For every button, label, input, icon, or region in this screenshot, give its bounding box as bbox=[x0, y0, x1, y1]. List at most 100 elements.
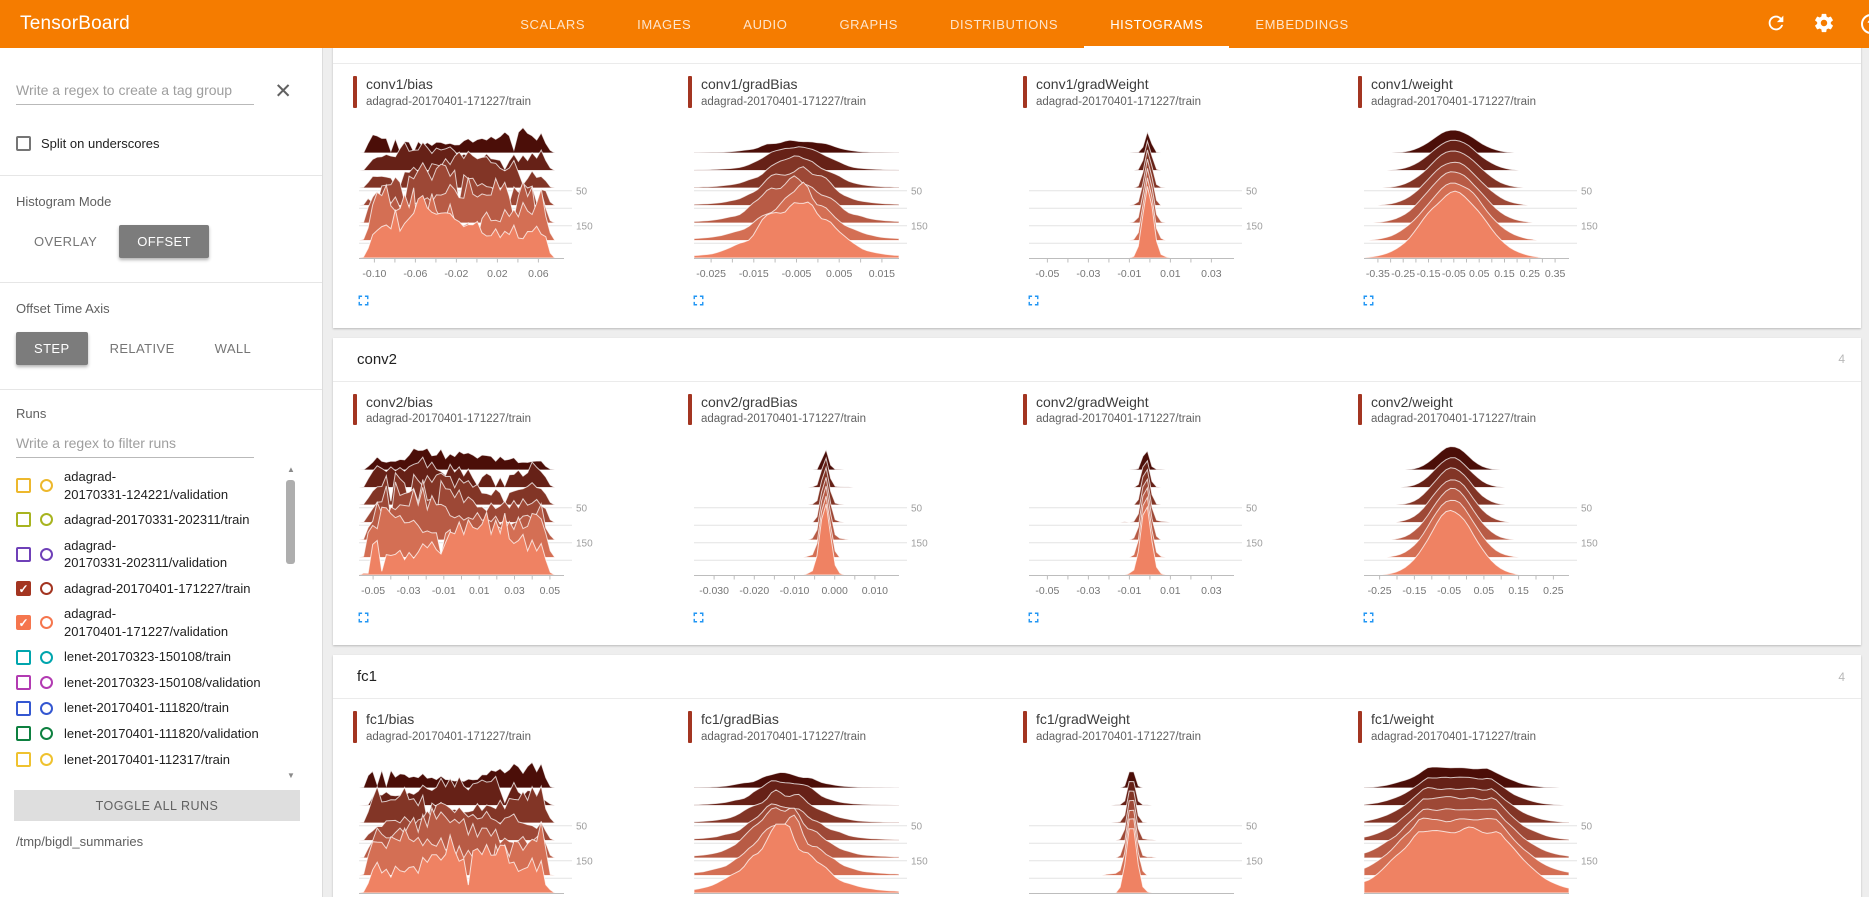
run-checkbox[interactable] bbox=[16, 675, 31, 691]
run-label: lenet-20170323-150108/train bbox=[64, 649, 231, 665]
run-checkbox[interactable] bbox=[16, 700, 31, 716]
step-button[interactable]: STEP bbox=[16, 332, 88, 365]
svg-text:0.15: 0.15 bbox=[1508, 585, 1529, 597]
run-radio[interactable] bbox=[40, 701, 53, 715]
tab-histograms[interactable]: HISTOGRAMS bbox=[1084, 0, 1230, 48]
run-row[interactable]: lenet-20170401-112317/train bbox=[16, 747, 322, 773]
run-checkbox[interactable]: ✓ bbox=[16, 615, 31, 631]
expand-icon[interactable] bbox=[1358, 292, 1378, 312]
run-checkbox[interactable] bbox=[16, 649, 31, 665]
svg-text:0.005: 0.005 bbox=[826, 268, 852, 280]
svg-text:0.000: 0.000 bbox=[822, 585, 848, 597]
histogram-chart: 50 150 bbox=[1363, 766, 1598, 894]
run-radio[interactable] bbox=[40, 582, 53, 595]
offset-button[interactable]: OFFSET bbox=[119, 225, 209, 258]
runs-label: Runs bbox=[16, 406, 47, 421]
overlay-button[interactable]: OVERLAY bbox=[16, 225, 115, 258]
run-row[interactable]: ✓ adagrad- 20170401-171227/validation bbox=[16, 601, 322, 644]
run-label: adagrad- 20170331-124221/validation bbox=[64, 469, 229, 502]
split-on-underscores-checkbox-row[interactable]: Split on underscores bbox=[16, 136, 306, 151]
run-checkbox[interactable] bbox=[16, 478, 31, 494]
run-radio[interactable] bbox=[40, 727, 53, 741]
section-header-conv1[interactable]: conv1 bbox=[333, 48, 1861, 64]
run-row[interactable]: ✓ adagrad-20170401-171227/train bbox=[16, 576, 322, 602]
svg-text:-0.01: -0.01 bbox=[432, 585, 456, 597]
svg-text:-0.015: -0.015 bbox=[739, 268, 769, 280]
run-radio[interactable] bbox=[40, 616, 53, 630]
toggle-all-runs-button[interactable]: TOGGLE ALL RUNS bbox=[14, 790, 300, 821]
wall-button[interactable]: WALL bbox=[197, 332, 270, 365]
svg-text:50: 50 bbox=[911, 503, 923, 514]
settings-icon[interactable] bbox=[1813, 12, 1837, 36]
run-checkbox[interactable] bbox=[16, 512, 31, 528]
run-radio[interactable] bbox=[40, 547, 53, 561]
tab-scalars[interactable]: SCALARS bbox=[520, 16, 586, 32]
svg-text:150: 150 bbox=[911, 856, 928, 867]
histogram-card-conv1-gradBias: conv1/gradBias adagrad-20170401-171227/tr… bbox=[688, 76, 1023, 318]
section-header-fc1[interactable]: fc1 4 bbox=[333, 655, 1861, 699]
svg-text:150: 150 bbox=[1246, 221, 1263, 232]
svg-text:-0.05: -0.05 bbox=[1035, 585, 1059, 597]
expand-icon[interactable] bbox=[688, 609, 708, 629]
tab-graphs[interactable]: GRAPHS bbox=[839, 16, 898, 32]
expand-icon[interactable] bbox=[688, 292, 708, 312]
close-icon[interactable]: ✕ bbox=[274, 80, 292, 103]
histogram-card-conv1-gradWeight: conv1/gradWeight adagrad-20170401-171227/… bbox=[1023, 76, 1358, 318]
chevron-up-icon[interactable]: ▲ bbox=[287, 465, 295, 474]
run-radio[interactable] bbox=[40, 676, 53, 690]
run-radio[interactable] bbox=[40, 650, 53, 664]
tab-audio[interactable]: AUDIO bbox=[743, 16, 788, 32]
svg-text:50: 50 bbox=[1581, 503, 1593, 514]
svg-text:150: 150 bbox=[1581, 856, 1598, 867]
run-radio[interactable] bbox=[40, 479, 53, 493]
svg-text:-0.05: -0.05 bbox=[1035, 268, 1059, 280]
app-header: TensorBoard SCALARS IMAGES AUDIO GRAPHS DIST… bbox=[0, 0, 1869, 48]
divider bbox=[0, 175, 322, 176]
run-radio[interactable] bbox=[40, 752, 53, 766]
relative-button[interactable]: RELATIVE bbox=[92, 332, 193, 365]
expand-icon[interactable] bbox=[1358, 609, 1378, 629]
check-icon: ✓ bbox=[18, 615, 29, 630]
run-row[interactable]: lenet-20170401-111820/validation bbox=[16, 721, 322, 747]
run-color-bar bbox=[1023, 76, 1027, 108]
run-checkbox[interactable] bbox=[16, 726, 31, 742]
runs-scrollbar[interactable]: ▲ ▼ bbox=[284, 464, 298, 782]
svg-text:-0.030: -0.030 bbox=[699, 585, 729, 597]
run-label: lenet-20170323-150108/validation bbox=[64, 674, 261, 690]
checkbox-icon[interactable] bbox=[16, 136, 31, 151]
chart-run-name: adagrad-20170401-171227/train bbox=[1371, 95, 1536, 108]
scrollbar-thumb[interactable] bbox=[286, 480, 295, 564]
refresh-icon[interactable] bbox=[1765, 12, 1789, 36]
run-row[interactable]: lenet-20170323-150108/train bbox=[16, 644, 322, 670]
help-icon[interactable]: ? bbox=[1861, 14, 1869, 34]
run-color-bar bbox=[353, 76, 357, 108]
run-row[interactable]: adagrad-20170331-202311/train bbox=[16, 507, 322, 533]
run-color-bar bbox=[1023, 711, 1027, 743]
run-row[interactable]: adagrad- 20170331-124221/validation bbox=[16, 464, 322, 507]
expand-icon[interactable] bbox=[1023, 609, 1043, 629]
svg-text:0.06: 0.06 bbox=[528, 268, 549, 280]
run-checkbox[interactable] bbox=[16, 751, 31, 767]
run-checkbox[interactable] bbox=[16, 546, 31, 562]
svg-text:-0.01: -0.01 bbox=[1117, 585, 1141, 597]
runs-list: ▲ ▼ adagrad- 20170331-124221/validation ad… bbox=[16, 464, 322, 786]
expand-icon[interactable] bbox=[1023, 292, 1043, 312]
svg-text:150: 150 bbox=[1246, 856, 1263, 867]
svg-text:50: 50 bbox=[1246, 821, 1258, 832]
run-row[interactable]: lenet-20170323-150108/validation bbox=[16, 670, 322, 696]
runs-filter-input[interactable] bbox=[16, 429, 254, 458]
run-radio[interactable] bbox=[40, 513, 53, 527]
run-checkbox[interactable]: ✓ bbox=[16, 581, 31, 596]
tab-embeddings[interactable]: EMBEDDINGS bbox=[1255, 16, 1349, 32]
run-row[interactable]: lenet-20170401-111820/train bbox=[16, 695, 322, 721]
expand-icon[interactable] bbox=[353, 609, 373, 629]
section-header-conv2[interactable]: conv2 4 bbox=[333, 338, 1861, 382]
run-row[interactable]: adagrad- 20170331-202311/validation bbox=[16, 533, 322, 576]
expand-icon[interactable] bbox=[353, 292, 373, 312]
chevron-down-icon[interactable]: ▼ bbox=[287, 771, 295, 780]
tab-distributions[interactable]: DISTRIBUTIONS bbox=[949, 16, 1059, 32]
svg-text:-0.05: -0.05 bbox=[361, 585, 385, 597]
svg-text:-0.03: -0.03 bbox=[1076, 268, 1100, 280]
tag-filter-input[interactable] bbox=[16, 78, 254, 105]
tab-images[interactable]: IMAGES bbox=[637, 16, 692, 32]
